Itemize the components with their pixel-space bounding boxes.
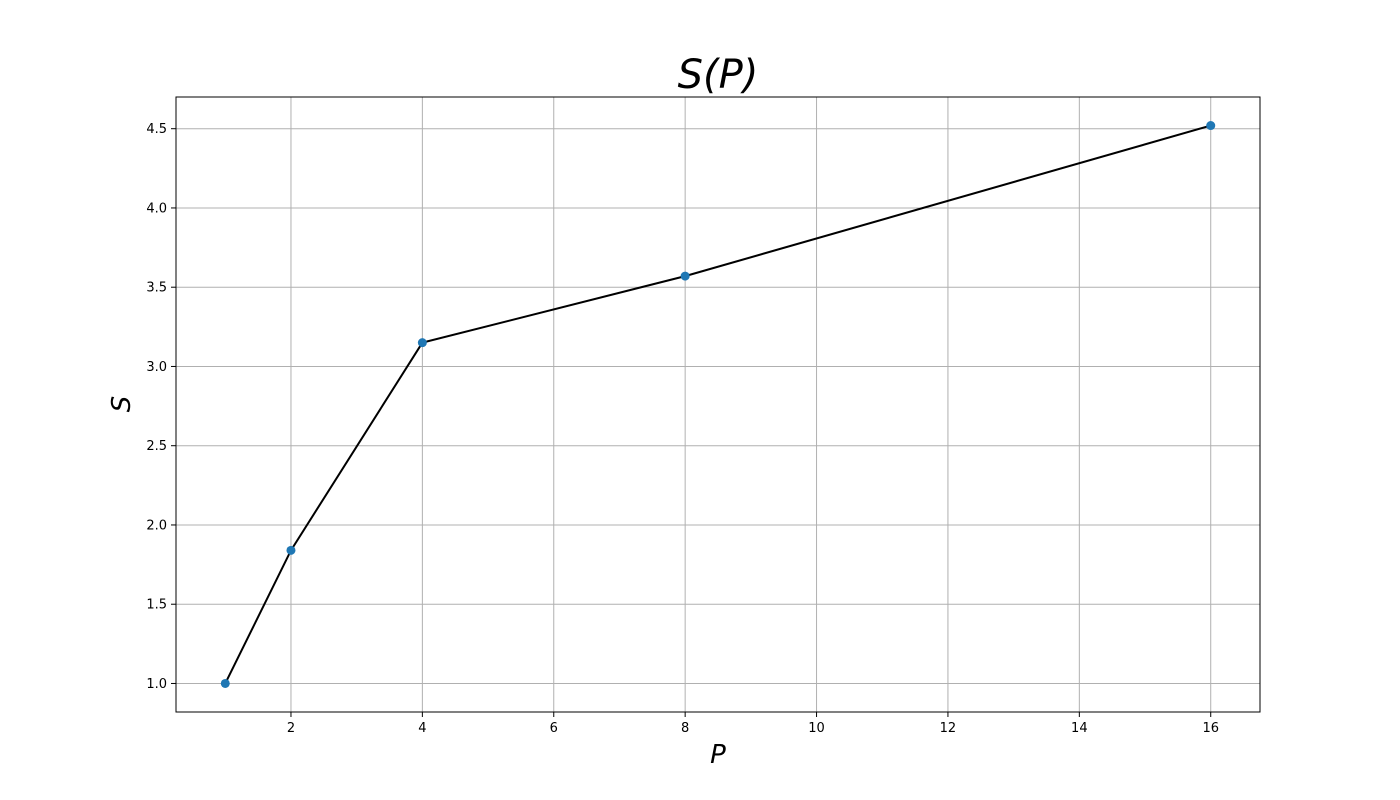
y-tick-label: 3.5 (146, 281, 167, 296)
x-tick-label: 12 (940, 721, 957, 736)
x-axis-label: P (710, 740, 726, 770)
data-point (286, 545, 296, 555)
series-line (224, 124, 1212, 684)
data-point (220, 678, 230, 688)
y-axis-label: S (107, 396, 137, 413)
grid (176, 97, 1260, 712)
x-tick-label: 6 (550, 721, 558, 736)
y-tick-label: 1.5 (146, 598, 167, 613)
y-tick-label: 1.0 (146, 677, 167, 692)
x-tick-label: 2 (287, 721, 295, 736)
y-tick-label: 2.0 (146, 518, 167, 533)
data-point (680, 271, 690, 281)
x-tick-label: 14 (1071, 721, 1088, 736)
x-tick-label: 10 (808, 721, 825, 736)
y-axis-ticks: 1.0 1.5 2.0 2.5 3.0 3.5 4.0 4.5 (146, 122, 176, 692)
data-point (417, 338, 427, 348)
x-axis-ticks: 2 4 6 8 10 12 14 16 (287, 712, 1219, 736)
x-tick-label: 4 (418, 721, 426, 736)
y-tick-label: 2.5 (146, 439, 167, 454)
x-tick-label: 8 (681, 721, 689, 736)
y-tick-label: 4.5 (146, 122, 167, 137)
chart-title: S(P) (678, 52, 759, 98)
data-point (1206, 121, 1216, 131)
y-tick-label: 4.0 (146, 201, 167, 216)
plot-frame (175, 96, 1261, 713)
x-tick-label: 16 (1202, 721, 1219, 736)
y-tick-label: 3.0 (146, 360, 167, 375)
series-line-path (224, 124, 1212, 684)
series-markers (220, 121, 1216, 688)
